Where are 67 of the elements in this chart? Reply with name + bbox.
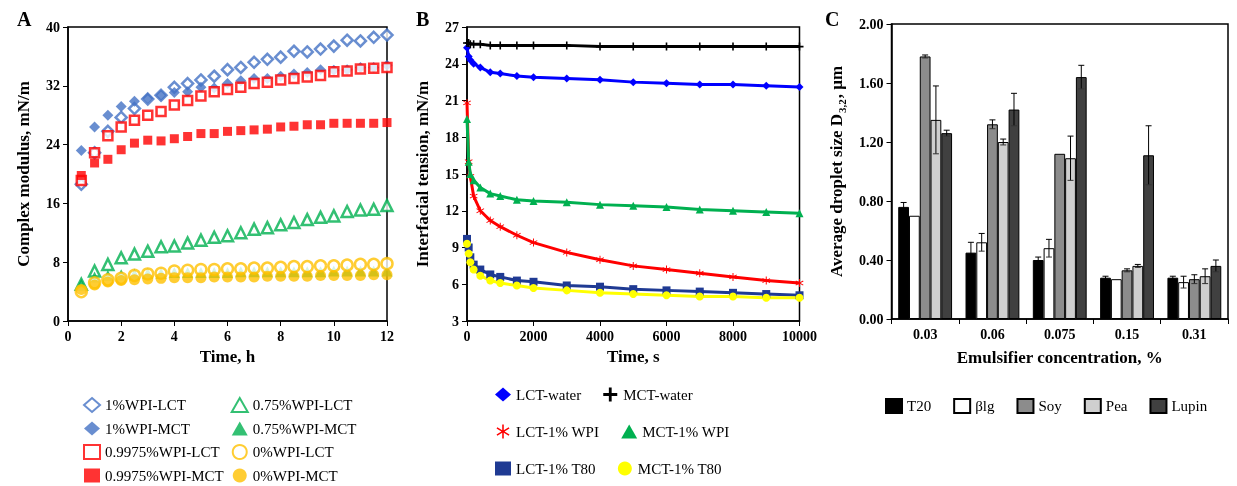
y-tick-label: 15 [445, 166, 459, 182]
x-axis-title: Emulsifier concentration, % [956, 348, 1163, 367]
x-tick-label: 0.03 [912, 326, 938, 342]
y-axis-title: Complex modulus, mN/m [14, 81, 33, 267]
legend-label: 0.75%WPI-LCT [252, 397, 353, 413]
y-tick-label: 0.80 [859, 193, 884, 209]
y-tick-label: 3 [452, 313, 459, 329]
y-tick-label: 1.60 [859, 75, 884, 91]
legend-label: T20 [907, 398, 932, 414]
y-tick-label: 21 [445, 93, 459, 108]
x-tick-label: 4 [170, 328, 178, 344]
chart-title: A [17, 8, 32, 30]
y-tick-label: 9 [452, 240, 459, 255]
y-tick-label: 0 [53, 313, 60, 329]
x-axis-title: Time, s [606, 346, 660, 366]
y-tick-label: 40 [46, 19, 60, 35]
y-tick-label: 2.00 [859, 16, 884, 32]
x-tick-label: 2 [117, 328, 125, 344]
y-tick-label: 32 [46, 78, 60, 94]
y-tick-label: 0.00 [859, 311, 884, 327]
y-axis-title: Interfacial tension, mN/m [413, 80, 432, 268]
legend-label: 0.9975%WPI-MCT [105, 467, 224, 484]
x-tick-label: 0.075 [1044, 326, 1076, 342]
legend-label: βlg [975, 398, 995, 414]
y-tick-label: 1.20 [859, 134, 884, 150]
legend-label: 1%WPI-LCT [105, 397, 186, 413]
legend-label: Pea [1105, 398, 1128, 414]
legend-label: LCT-water [516, 386, 582, 403]
legend-label: LCT-1% T80 [516, 460, 596, 477]
y-tick-label: 6 [452, 276, 459, 292]
x-tick-label: 0 [463, 328, 471, 344]
x-tick-label: 0.15 [1114, 326, 1140, 342]
x-tick-label: 6000 [652, 328, 681, 344]
legend-label: 1%WPI-MCT [105, 420, 190, 437]
y-tick-label: 16 [46, 195, 60, 211]
x-tick-label: 2000 [519, 328, 548, 344]
legend-label: MCT-1% T80 [637, 460, 722, 477]
x-axis-title: Time, h [199, 346, 256, 366]
x-tick-label: 10000 [782, 328, 817, 344]
y-tick-label: 8 [53, 254, 60, 270]
legend-label: 0.75%WPI-MCT [252, 420, 357, 437]
legend-label: 0.9975%WPI-LCT [105, 444, 220, 460]
chart-title: C [825, 8, 840, 30]
y-tick-label: 24 [445, 56, 459, 72]
y-tick-label: 0.40 [859, 252, 884, 268]
legend-label: MCT-water [623, 386, 693, 403]
legend-label: MCT-1% WPI [642, 423, 730, 440]
chart-title: B [416, 8, 430, 30]
y-axis-title: Average droplet size D3,2, μm [827, 65, 848, 278]
y-tick-label: 18 [445, 129, 459, 145]
x-tick-label: 12 [380, 328, 394, 344]
legend-label: Lupin [1171, 398, 1208, 414]
legend-label: Soy [1038, 398, 1063, 414]
y-tick-label: 24 [46, 137, 60, 153]
x-tick-label: 0.06 [980, 326, 1005, 342]
legend-label: 0%WPI-MCT [252, 467, 338, 484]
y-tick-label: 12 [445, 203, 459, 219]
x-tick-label: 10 [326, 328, 341, 344]
x-tick-label: 0 [64, 328, 72, 344]
y-tick-label: 27 [445, 19, 459, 35]
x-tick-label: 8000 [719, 328, 747, 344]
x-tick-label: 6 [224, 328, 231, 344]
x-tick-label: 4000 [586, 328, 614, 344]
legend-label: LCT-1% WPI [516, 423, 599, 440]
legend-label: 0%WPI-LCT [252, 444, 334, 460]
x-tick-label: 8 [277, 328, 285, 344]
x-tick-label: 0.31 [1182, 326, 1207, 342]
